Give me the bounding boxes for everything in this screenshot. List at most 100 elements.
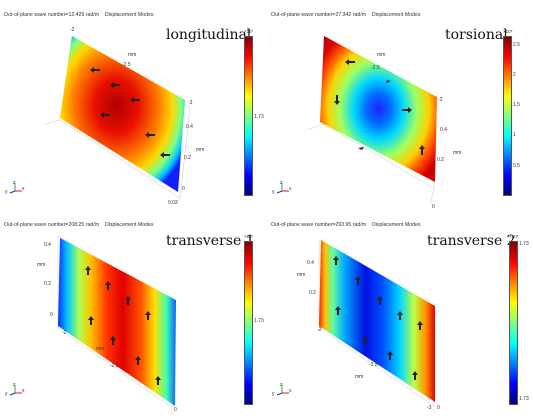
arrow-icon	[145, 311, 151, 320]
wave-number-label: Out-of-plane wave number=208.25 rad/m	[4, 222, 100, 228]
mode-title: transverse 2	[427, 233, 516, 249]
colorbar	[244, 241, 253, 405]
triad-x-label: x	[22, 388, 25, 394]
surface-plot[interactable]: 0.4 0.2 0 -2 -2.5 0 mm mm	[0, 210, 266, 419]
axis-triad: z x y	[5, 180, 25, 195]
colorbar-tick: 1.73	[519, 396, 529, 402]
dataset-label: Displacement Modes	[372, 222, 421, 228]
plot-header: Out-of-plane wave number=12.429 rad/m Dis…	[4, 12, 153, 18]
arrow-icon	[402, 107, 412, 113]
axis-tick: 0	[437, 405, 440, 411]
triad-x-label: x	[22, 186, 25, 192]
arrow-icon	[334, 95, 340, 105]
dataset-label: Displacement Modes	[105, 12, 154, 18]
arrow-icon	[135, 356, 141, 365]
axis-tick: -2	[323, 37, 328, 43]
axis-tick: 0.02	[168, 200, 178, 206]
surface-plot[interactable]: -2 -2.5 -3 0.4 0.2 0 0.02 mm mm	[0, 0, 266, 209]
arrow-icon	[145, 132, 155, 138]
arrow-icon	[358, 147, 364, 150]
axis-triad: z x y	[272, 382, 292, 397]
arrow-icon	[386, 80, 391, 83]
axis-unit-label: mm	[196, 147, 204, 153]
axis-unit-label: mm	[355, 374, 363, 380]
axis-tick: 0.2	[44, 281, 51, 287]
dataset-label: Displacement Modes	[372, 12, 421, 18]
mode-title: longitudinal	[166, 27, 252, 43]
colorbar-exponent: ×10⁷	[244, 29, 254, 34]
triad-z-label: z	[13, 180, 16, 186]
arrow-icon	[412, 371, 418, 380]
axis-unit-label: mm	[128, 52, 136, 58]
mode-surface	[320, 36, 437, 182]
triad-z-label: z	[13, 382, 16, 388]
axis-tick: -3	[438, 97, 443, 103]
axis-tick: -2.5	[110, 363, 119, 369]
mode-surface	[319, 240, 435, 402]
arrow-icon	[85, 266, 91, 275]
surface-plot[interactable]: 0.4 0.2 -2 -2.5 -3 0 mm mm	[267, 210, 533, 419]
colorbar-tick: 1	[513, 132, 516, 138]
axis-tick: 0	[50, 312, 53, 318]
axis-tick: 0	[432, 204, 435, 209]
mode-surface	[60, 36, 185, 192]
colorbar-tick: 1.73	[519, 241, 529, 247]
arrow-icon	[417, 321, 423, 330]
colorbar-exponent: ×10⁵	[503, 29, 513, 34]
arrow-icon	[155, 376, 161, 385]
arrow-icon	[100, 112, 110, 118]
plot-panel-transverse-2: Out-of-plane wave number=293.95 rad/m Dis…	[267, 210, 533, 419]
axis-tick: -2.5	[122, 62, 131, 68]
axis-tick: 0.2	[184, 155, 191, 161]
arrow-icon	[110, 82, 120, 88]
triad-y-label: y	[272, 189, 275, 195]
axis-tick: 0.4	[186, 124, 193, 130]
triad-x-label: x	[289, 388, 292, 394]
axis-tick: -3	[427, 405, 432, 411]
colorbar-tick: 2	[513, 72, 516, 78]
arrow-icon	[125, 296, 131, 305]
arrow-icon	[130, 97, 140, 103]
colorbar-tick: 1.5	[513, 102, 520, 108]
axis-unit-label: mm	[377, 52, 385, 58]
axis-tick: -2	[317, 327, 322, 333]
triad-y-label: y	[5, 189, 8, 195]
surface-plot[interactable]: -2 -2.5 -3 0.4 0.2 0 mm mm	[267, 0, 533, 209]
triad-x-label: x	[289, 186, 292, 192]
axis-unit-label: mm	[37, 262, 45, 268]
plot-panel-transverse-1: Out-of-plane wave number=208.25 rad/m Dis…	[0, 210, 266, 419]
arrow-icon	[90, 67, 100, 73]
arrow-icon	[362, 336, 368, 345]
axis-tick: -3	[188, 100, 193, 106]
mode-surface	[58, 238, 176, 406]
colorbar-tick: 0.5	[513, 163, 520, 169]
arrow-icon	[110, 336, 116, 345]
axis-tick: -2.5	[371, 65, 380, 71]
dataset-label: Displacement Modes	[105, 222, 154, 228]
colorbar	[509, 241, 518, 405]
wave-number-label: Out-of-plane wave number=12.429 rad/m	[4, 12, 100, 18]
axis-tick: 0.2	[309, 290, 316, 296]
axis-triad: z x y	[5, 382, 25, 397]
colorbar-tick: 1.73	[254, 318, 264, 324]
colorbar	[503, 36, 512, 196]
colorbar-exponent: ×10⁵	[509, 234, 519, 239]
axis-tick: 0.4	[44, 242, 51, 248]
axis-tick: -2	[70, 27, 75, 33]
arrow-icon	[397, 311, 403, 320]
axis-tick: -2.5	[369, 362, 378, 368]
wave-number-label: Out-of-plane wave number=293.95 rad/m	[271, 222, 367, 228]
axis-tick: 0.4	[440, 127, 447, 133]
axis-unit-label: mm	[297, 272, 305, 278]
arrow-icon	[387, 351, 393, 360]
axis-unit-label: mm	[453, 150, 461, 156]
colorbar-tick: 1.73	[254, 114, 264, 120]
axis-tick: -2	[62, 330, 67, 336]
plot-panel-torsional: Out-of-plane wave number=27.342 rad/m Dis…	[267, 0, 533, 209]
triad-y-label: y	[5, 391, 8, 397]
arrow-icon	[105, 281, 111, 290]
triad-z-label: z	[280, 180, 283, 186]
plot-header: Out-of-plane wave number=27.342 rad/m Dis…	[271, 12, 420, 18]
arrow-icon	[355, 276, 361, 285]
colorbar	[244, 36, 253, 196]
